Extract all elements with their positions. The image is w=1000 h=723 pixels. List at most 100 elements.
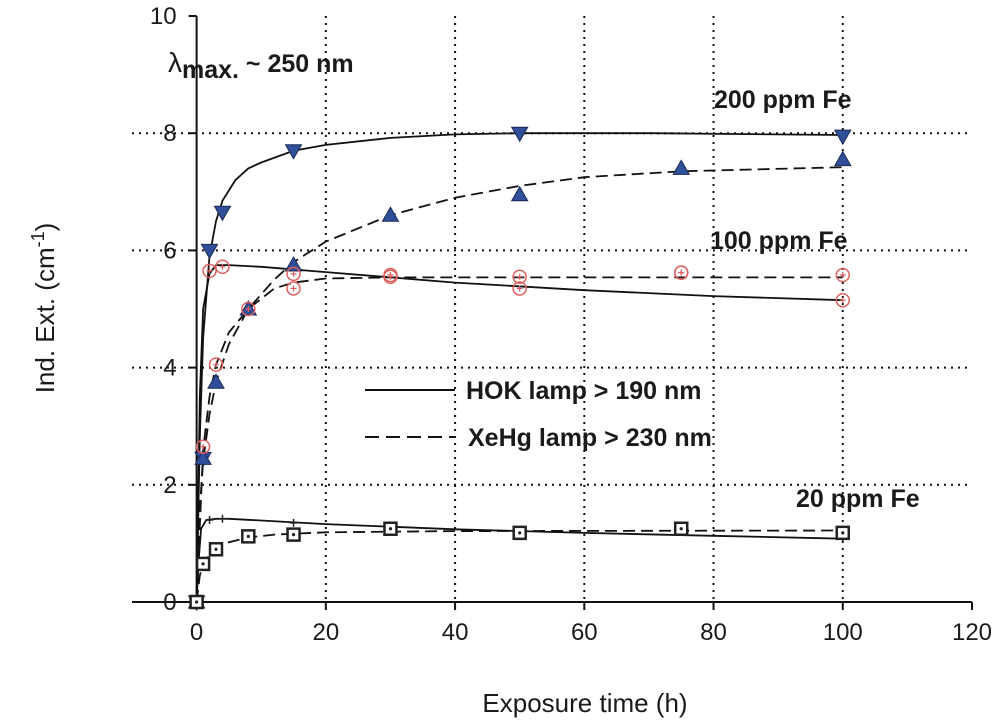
data-point-plus [206,267,213,274]
data-point [241,301,256,317]
data-point-circle [241,301,256,317]
data-point-circle [208,357,224,372]
data-point [286,527,301,542]
data-point-dot [195,600,199,604]
data-point [510,126,529,143]
data-point-circle [286,281,301,296]
data-point [833,150,852,167]
fit-curve [195,517,843,603]
data-point [286,281,301,296]
lambda-symbol: λ [168,47,182,78]
x-tick-label: 120 [952,619,992,646]
annotation-100-ppm-fe: 100 ppm Fe [710,227,848,255]
data-point [833,129,852,146]
data-point [289,518,298,527]
y-axis-title: Ind. Ext. (cm-1) [28,223,60,394]
fit-curve [195,132,843,603]
data-point [672,159,691,175]
annotation-lambda-max: λmax. ~ 250 nm [168,47,354,84]
data-point-circle [195,439,211,454]
x-tick-label: 20 [312,619,339,646]
x-tick-label: 60 [571,619,598,646]
data-point [205,515,214,524]
data-point [284,256,303,272]
data-point-plus [213,361,219,368]
y-tick-label: 6 [163,237,176,264]
annotation-20-ppm-fe: 20 ppm Fe [796,485,920,513]
y-tick-label: 0 [163,589,176,616]
fit-curve [195,276,843,603]
data-point [512,281,527,296]
y-tick-label: 2 [163,472,176,499]
data-point [202,263,217,279]
data-point-plus [290,270,297,277]
data-point [200,243,219,260]
fit-curve [195,529,843,603]
data-point [383,521,398,536]
data-point-dot [388,527,393,531]
fit-curve [195,166,843,603]
fit-lines [195,132,843,603]
data-point-plus [200,443,207,450]
data-point [512,525,527,541]
tick-labels: 0 20 40 60 80 100 120 0 2 4 6 8 10 [150,3,992,646]
data-point [835,525,851,541]
data-point-plus [290,285,297,292]
data-point [284,144,303,160]
data-point [383,269,398,285]
data-point [673,521,689,536]
y-tick-label: 4 [163,355,176,382]
data-point-circle [215,259,230,275]
data-point [286,266,301,282]
data-point-plus [678,269,685,276]
data-point-circle [383,269,398,285]
data-point [673,265,689,280]
annotation-200-ppm-fe: 200 ppm Fe [714,86,852,114]
data-point-dot [201,562,205,566]
data-point-plus [839,272,846,279]
data-point-plus [839,297,846,304]
y-tick-label: 8 [163,120,176,147]
data-point [195,556,211,572]
data-point-dot [291,533,296,537]
fit-curve [195,264,843,603]
data-point-dot [214,547,218,551]
data-point [381,206,400,222]
data-point [835,267,851,283]
data-point [215,259,230,275]
data-point-plus [516,285,523,292]
data-point [512,269,527,285]
data-point-dot [518,531,522,535]
data-point [835,292,851,308]
legend-label-hok: HOK lamp > 190 nm [466,377,702,405]
x-axis-title: Exposure time (h) [482,688,687,718]
data-point [510,185,529,202]
data-point-circle [512,269,527,285]
data-point [207,373,225,389]
data-point [218,514,227,523]
y-tick-label: 10 [150,3,177,30]
data-point-plus [245,306,252,312]
y-axis-title-close: ) [30,223,60,232]
legend-label-xehg: XeHg lamp > 230 nm [468,424,712,452]
data-point-circle [512,281,527,296]
data-point-dot [841,531,845,535]
data-point-circle [835,267,851,283]
data-point [194,449,212,465]
data-point [208,357,224,372]
x-tick-label: 80 [700,619,727,646]
data-point-dot [246,534,250,538]
data-point-dot [679,527,683,531]
y-axis-title-sup: -1 [28,231,48,247]
data-point-circle [673,265,689,280]
data-point [195,439,211,454]
data-point [208,542,224,557]
lambda-value: ~ 250 nm [239,50,354,78]
x-tick-label: 0 [190,619,203,646]
data-point-plus [387,273,394,280]
data-point-plus [219,263,226,270]
lambda-subscript: max. [182,56,239,84]
data-markers [187,126,852,612]
data-point-circle [202,263,217,279]
